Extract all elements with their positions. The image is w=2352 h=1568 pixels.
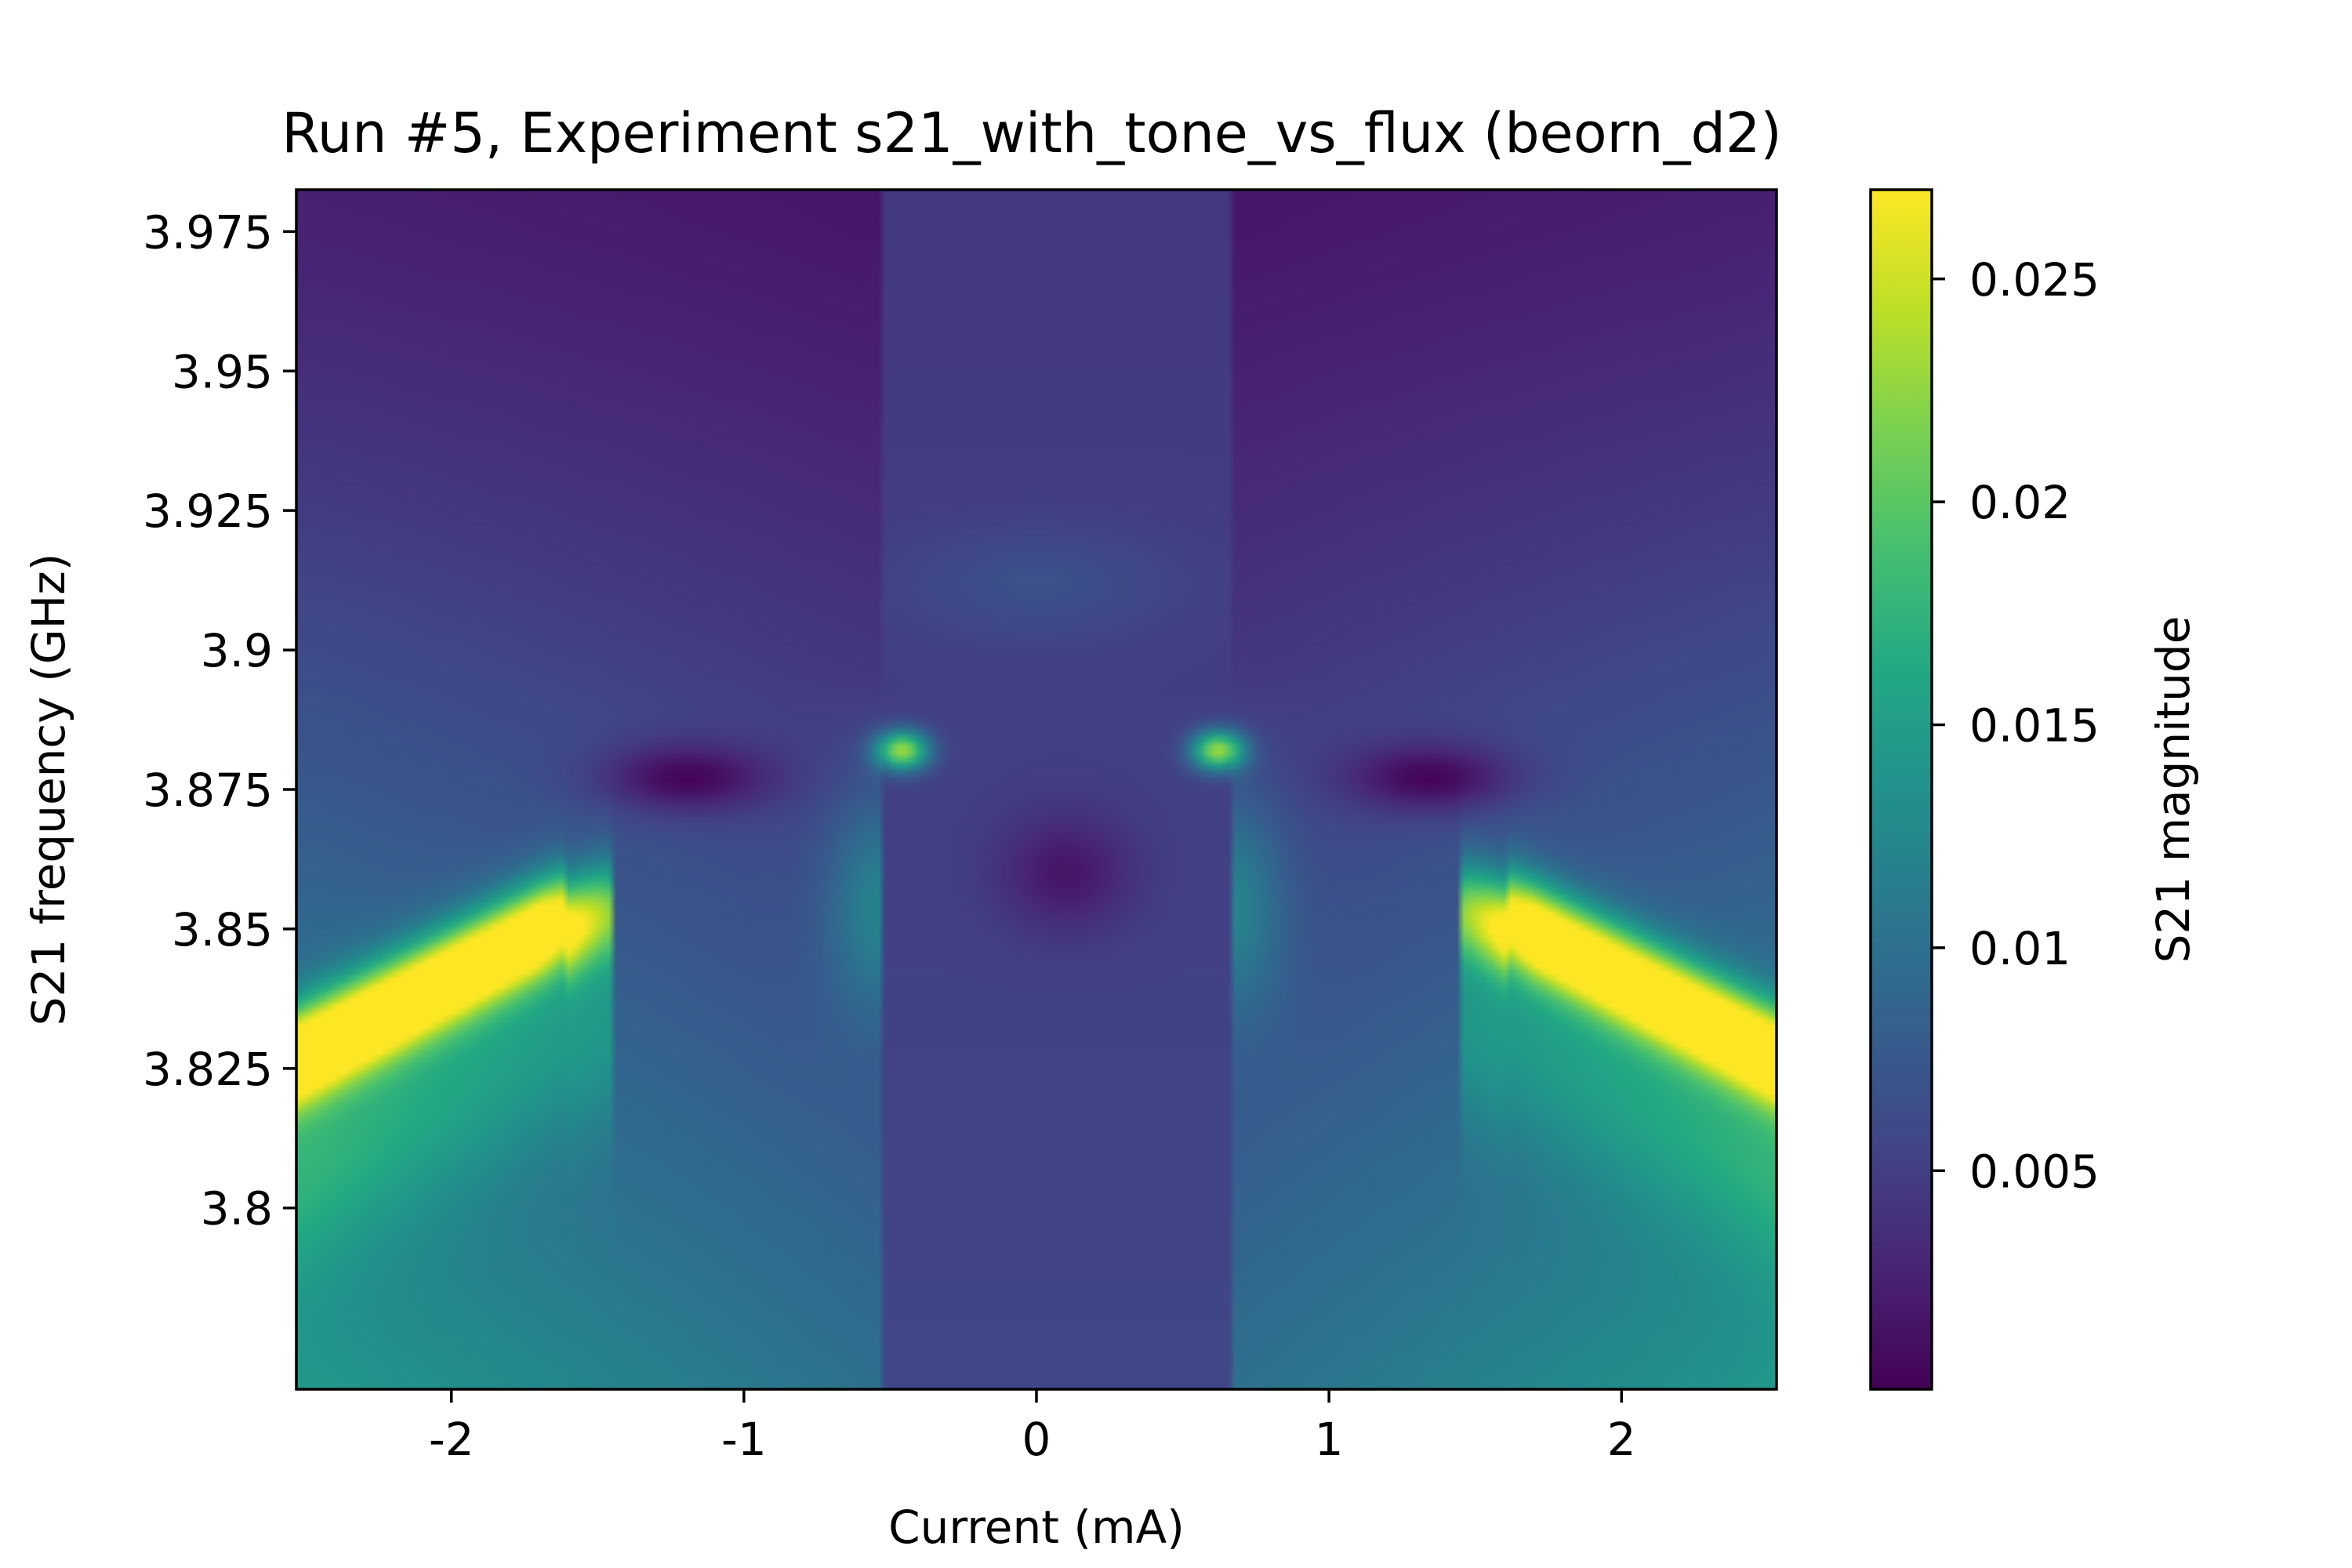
colorbar-tick-label: 0.02 xyxy=(1969,476,2071,529)
x-tick-label: 2 xyxy=(1607,1413,1636,1466)
x-tick-label: -1 xyxy=(721,1413,767,1466)
y-tick-label: 3.975 xyxy=(143,205,273,259)
y-tick-label: 3.875 xyxy=(143,764,273,817)
x-tick-label: 1 xyxy=(1315,1413,1344,1466)
colorbar-ticks: 0.005 0.01 0.015 0.02 0.025 xyxy=(1932,253,2100,1198)
chart-title: Run #5, Experiment s21_with_tone_vs_flux… xyxy=(281,101,1781,165)
colorbar-tick-label: 0.015 xyxy=(1969,699,2100,753)
x-axis-label: Current (mA) xyxy=(888,1501,1185,1554)
heatmap-area xyxy=(296,190,1777,1389)
x-axis-ticks: -2 -1 0 1 2 xyxy=(429,1389,1636,1466)
colorbar-label: S21 magnitude xyxy=(2147,616,2200,964)
y-axis-ticks: 3.8 3.825 3.85 3.875 3.9 3.925 3.95 3.975 xyxy=(143,205,296,1236)
y-axis-label: S21 frequency (GHz) xyxy=(22,554,75,1026)
y-tick-label: 3.85 xyxy=(172,903,273,956)
y-tick-label: 3.9 xyxy=(201,624,273,677)
y-tick-label: 3.825 xyxy=(143,1043,273,1096)
heatmap-image xyxy=(296,190,1777,1389)
y-tick-label: 3.8 xyxy=(201,1182,273,1236)
x-tick-label: 0 xyxy=(1022,1413,1051,1466)
x-tick-label: -2 xyxy=(429,1413,474,1466)
colorbar xyxy=(1869,188,1933,1391)
y-tick-label: 3.925 xyxy=(143,485,273,538)
y-tick-label: 3.95 xyxy=(172,345,273,398)
colorbar-tick-label: 0.01 xyxy=(1969,922,2071,975)
colorbar-tick-label: 0.005 xyxy=(1969,1145,2100,1198)
colorbar-tick-label: 0.025 xyxy=(1969,253,2100,307)
